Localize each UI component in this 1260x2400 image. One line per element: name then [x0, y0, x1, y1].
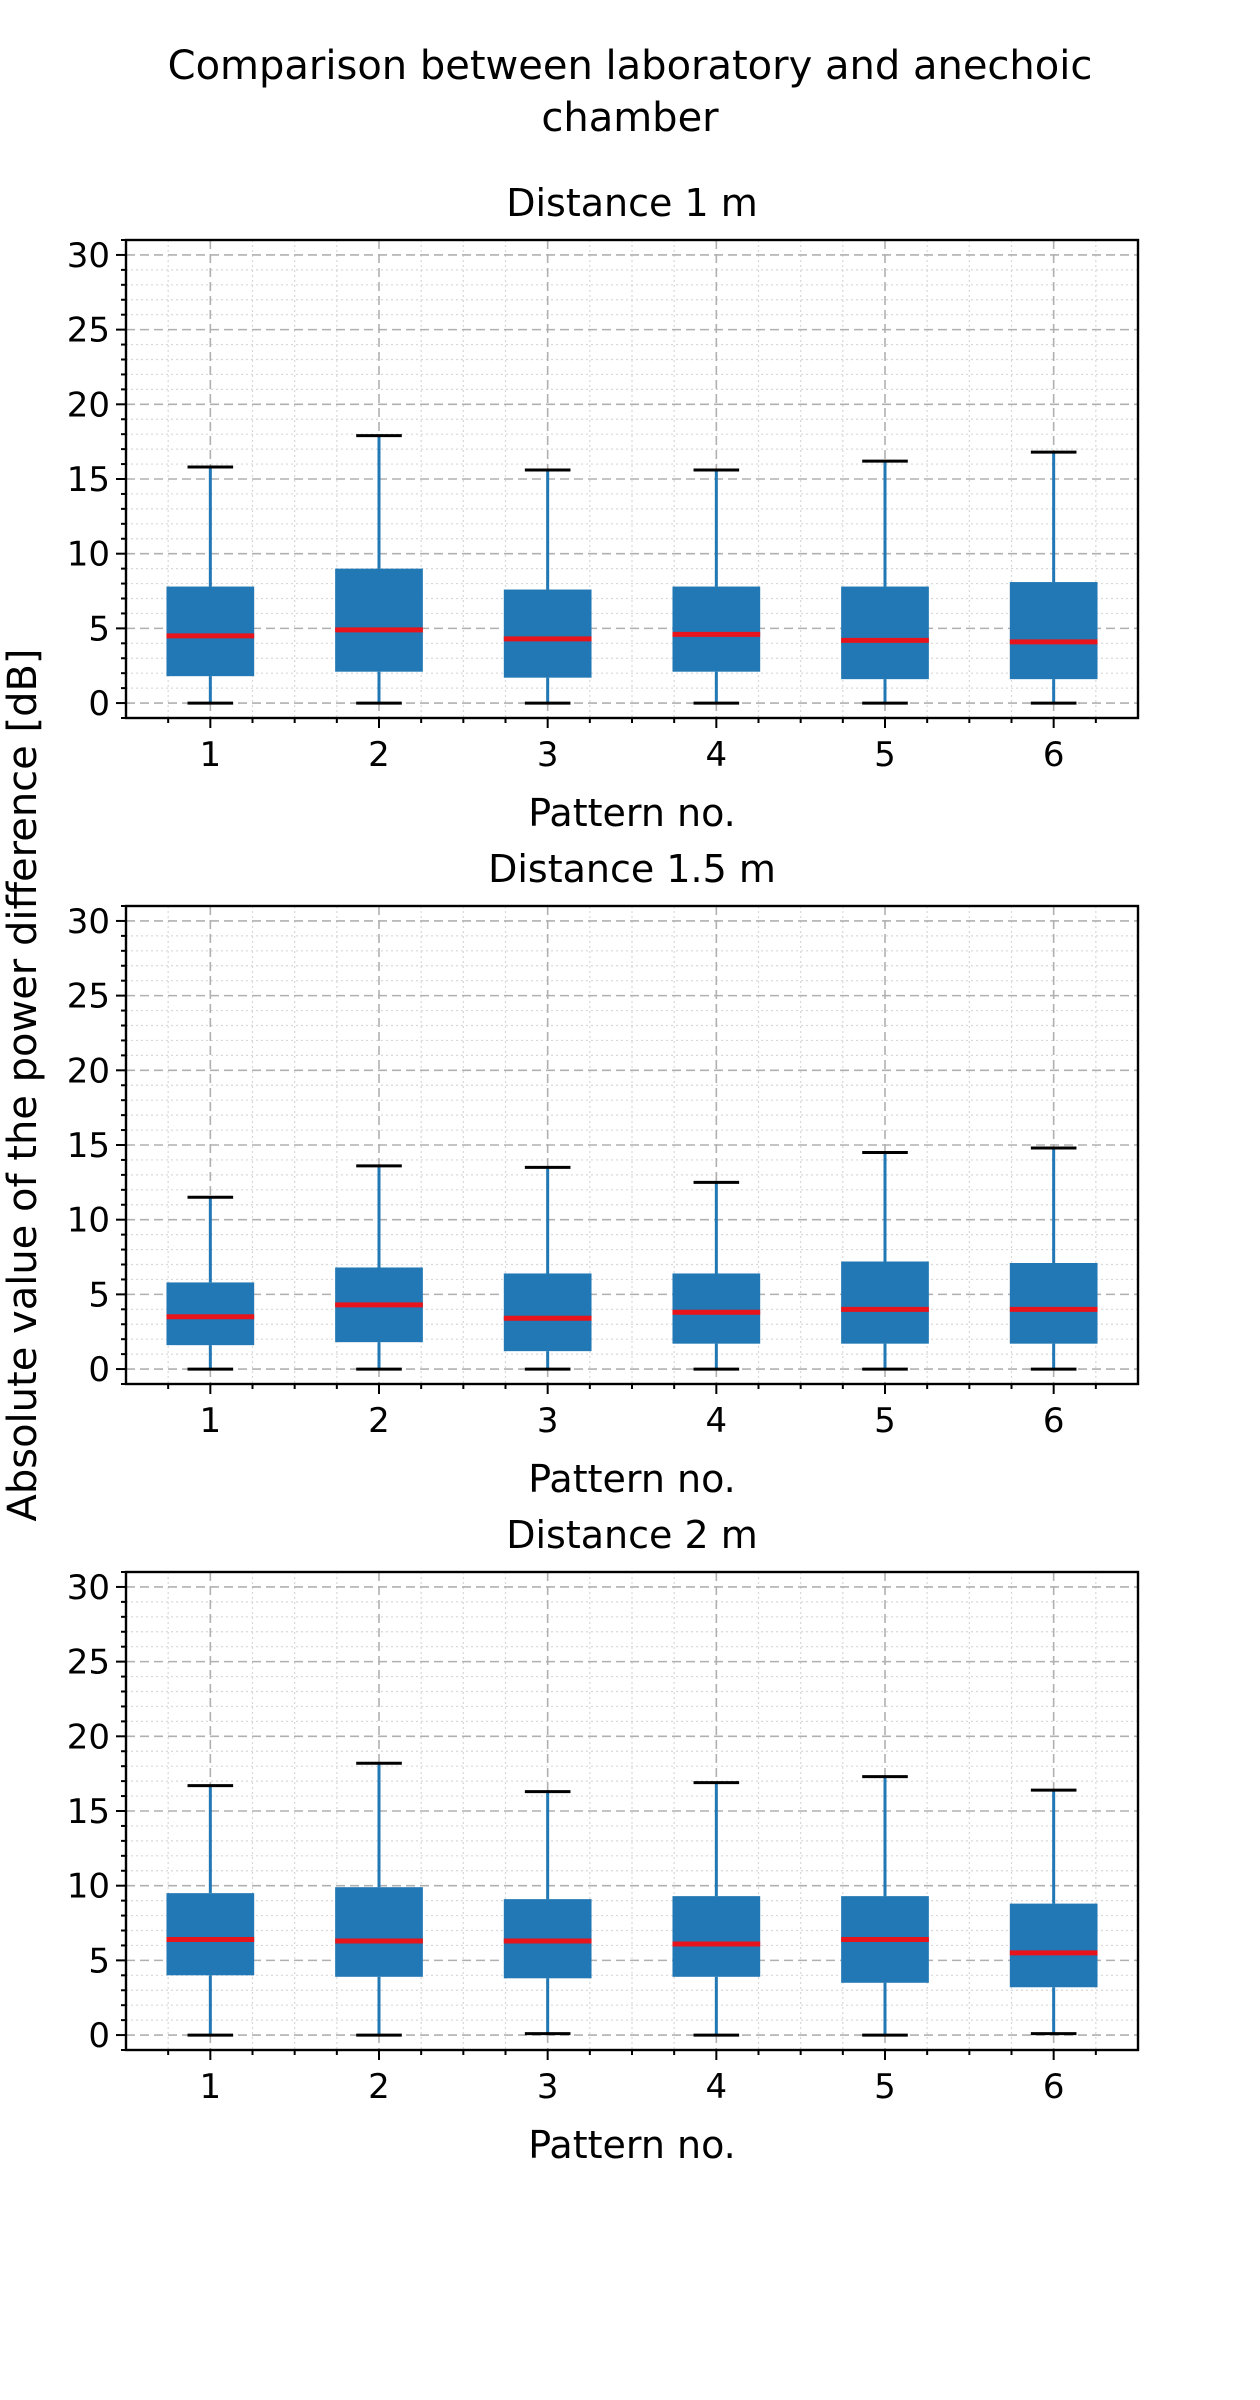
y-tick-label: 25	[67, 977, 110, 1017]
box-iqr	[166, 586, 255, 677]
box-pattern-2	[335, 1761, 423, 2037]
y-axis: 0 5 10 15 20 25 30	[67, 1568, 126, 2056]
y-tick-label: 20	[67, 1051, 110, 1091]
x-tick-label: 2	[368, 2067, 390, 2107]
y-tick-label: 0	[88, 1350, 110, 1390]
box-iqr	[335, 1887, 423, 1977]
box-pattern-1	[166, 1195, 255, 1371]
x-tick-label: 2	[368, 735, 390, 775]
y-tick-label: 30	[67, 902, 110, 942]
x-axis: 1 2 3 4 5 6	[167, 1384, 1097, 1441]
figure-title-line-2: chamber	[541, 95, 719, 141]
minor-grid	[126, 1571, 1138, 2051]
subplot-title: Distance 2 m	[506, 1513, 758, 1557]
x-axis-label: Pattern no.	[528, 791, 736, 835]
box-iqr	[503, 589, 592, 678]
y-tick-label: 10	[67, 1867, 110, 1907]
y-tick-label: 5	[88, 1275, 110, 1315]
x-tick-label: 6	[1043, 1401, 1065, 1441]
y-tick-label: 30	[67, 236, 110, 276]
y-tick-label: 20	[67, 385, 110, 425]
x-tick-label: 5	[874, 2067, 896, 2107]
y-tick-label: 10	[67, 535, 110, 575]
x-axis-label: Pattern no.	[528, 2123, 736, 2167]
x-tick-label: 3	[537, 735, 559, 775]
y-tick-label: 15	[67, 1792, 110, 1832]
box-pattern-2	[335, 434, 423, 705]
box-iqr	[672, 1273, 761, 1344]
x-tick-label: 1	[200, 2067, 222, 2107]
x-tick-label: 4	[706, 2067, 728, 2107]
box-iqr	[1009, 1263, 1098, 1344]
box-iqr	[841, 1261, 929, 1344]
x-tick-label: 1	[200, 1401, 222, 1441]
box-pattern-6	[1009, 1146, 1098, 1371]
box-iqr	[1009, 582, 1098, 680]
box-iqr	[503, 1273, 592, 1352]
x-tick-label: 1	[200, 735, 222, 775]
x-axis: 1 2 3 4 5 6	[167, 2050, 1097, 2107]
box-pattern-3	[503, 1165, 592, 1371]
x-axis: 1 2 3 4 5 6	[167, 718, 1097, 775]
box-pattern-2	[335, 1164, 423, 1371]
x-tick-label: 2	[368, 1401, 390, 1441]
box-pattern-5	[841, 1150, 929, 1371]
box-pattern-5	[841, 1775, 929, 2037]
box-pattern-6	[1009, 1788, 1098, 2036]
y-axis: 0 5 10 15 20 25 30	[67, 236, 126, 724]
y-tick-label: 25	[67, 1643, 110, 1683]
y-tick-label: 20	[67, 1717, 110, 1757]
x-tick-label: 4	[706, 1401, 728, 1441]
x-axis-label: Pattern no.	[528, 1457, 736, 1501]
box-pattern-4	[672, 1180, 761, 1371]
box-pattern-4	[672, 468, 761, 705]
box-pattern-1	[166, 1784, 255, 2037]
y-tick-label: 30	[67, 1568, 110, 1608]
x-tick-label: 5	[874, 735, 896, 775]
box-iqr	[672, 586, 761, 672]
subplot-1: Distance 1 m 0 5 10 15 20 25 30 1 2 3 4 5 6 Pattern no…	[67, 181, 1140, 835]
box-pattern-4	[672, 1781, 761, 2037]
x-tick-label: 6	[1043, 735, 1065, 775]
box-pattern-3	[503, 468, 592, 705]
box-pattern-3	[503, 1790, 592, 2036]
subplot-2: Distance 1.5 m 0 5 10 15 20 25 30 1 2 3 4 5 6 Pattern …	[67, 847, 1140, 1501]
y-axis: 0 5 10 15 20 25 30	[67, 902, 126, 1390]
box-pattern-5	[841, 459, 929, 705]
subplot-3: Distance 2 m 0 5 10 15 20 25 30 1 2 3 4 5 6 Pattern no…	[67, 1513, 1140, 2167]
y-tick-label: 25	[67, 311, 110, 351]
y-tick-label: 0	[88, 2016, 110, 2056]
minor-grid	[126, 905, 1138, 1385]
y-tick-label: 0	[88, 684, 110, 724]
box-iqr	[335, 568, 423, 672]
box-iqr	[672, 1896, 761, 1977]
box-iqr	[1009, 1903, 1098, 1988]
subplot-title: Distance 1.5 m	[488, 847, 776, 891]
x-tick-label: 3	[537, 2067, 559, 2107]
y-tick-label: 10	[67, 1201, 110, 1241]
x-tick-label: 3	[537, 1401, 559, 1441]
x-tick-label: 4	[706, 735, 728, 775]
box-iqr	[166, 1282, 255, 1346]
box-iqr	[841, 586, 929, 680]
box-pattern-1	[166, 465, 255, 705]
subplot-title: Distance 1 m	[506, 181, 758, 225]
figure-title: Comparison between laboratory and anecho…	[168, 43, 1093, 141]
box-iqr	[166, 1893, 255, 1976]
y-tick-label: 15	[67, 1126, 110, 1166]
x-tick-label: 5	[874, 1401, 896, 1441]
x-tick-label: 6	[1043, 2067, 1065, 2107]
y-tick-label: 5	[88, 1941, 110, 1981]
shared-y-axis-label: Absolute value of the power difference […	[0, 648, 46, 1521]
box-pattern-6	[1009, 450, 1098, 705]
y-tick-label: 15	[67, 460, 110, 500]
y-tick-label: 5	[88, 609, 110, 649]
figure-title-line-1: Comparison between laboratory and anecho…	[168, 43, 1093, 89]
